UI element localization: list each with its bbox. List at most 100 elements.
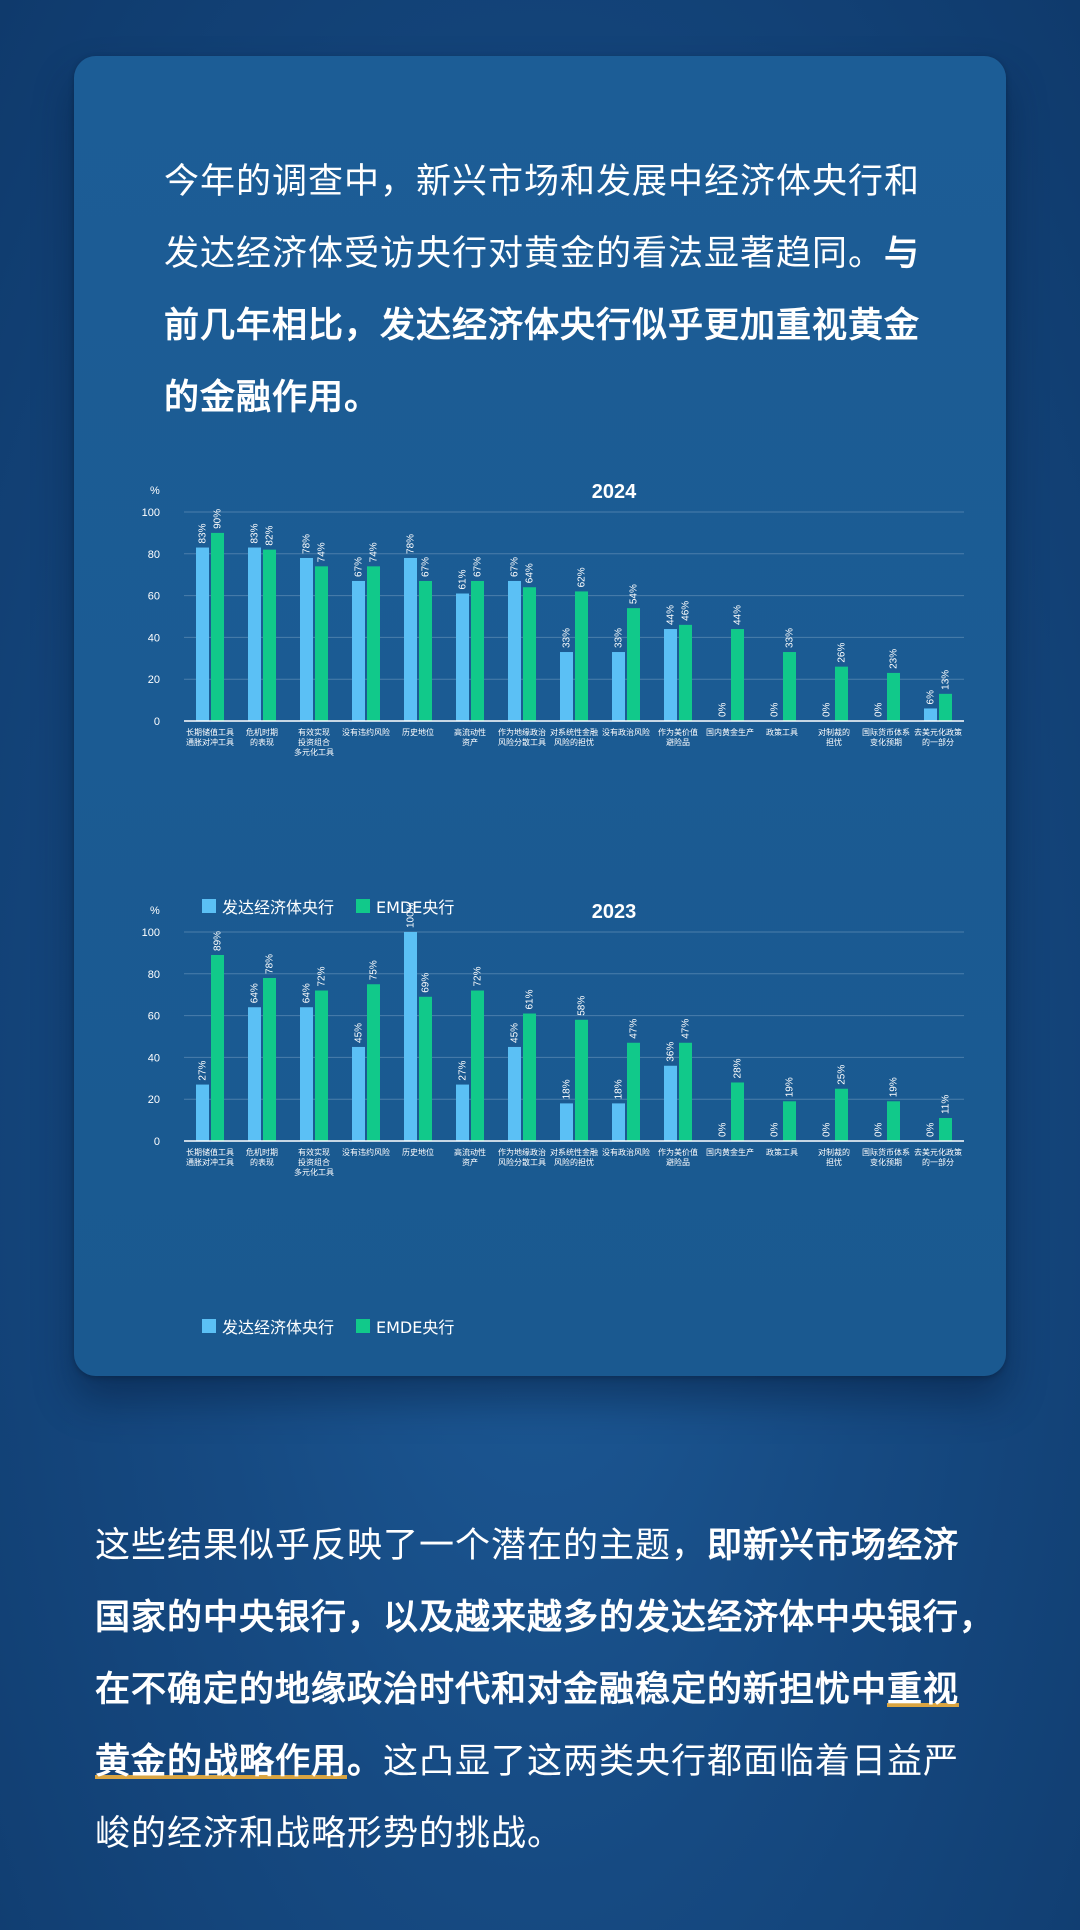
- data-label: 0%: [822, 1122, 833, 1137]
- data-label: 45%: [510, 1023, 521, 1043]
- data-label: 64%: [525, 563, 536, 583]
- outro-bold-end: 。: [347, 1742, 384, 1782]
- bar-advanced: [924, 708, 937, 721]
- category-label: 变化预期: [870, 1157, 902, 1167]
- data-label: 89%: [213, 931, 224, 951]
- category-label: 有效实现: [298, 1147, 330, 1157]
- chart-2023-legend: 发达经济体央行 EMDE央行: [202, 1314, 466, 1338]
- bar-advanced: [664, 629, 677, 721]
- category-label: 避险品: [666, 737, 690, 747]
- y-tick-label: 80: [148, 969, 160, 981]
- bar-emde: [627, 608, 640, 721]
- bar-emde: [315, 990, 328, 1141]
- bar-emde: [783, 1101, 796, 1141]
- category-label: 的表现: [250, 1157, 274, 1167]
- data-label: 44%: [666, 605, 677, 625]
- bar-advanced: [300, 1007, 313, 1141]
- category-label: 去美元化政策: [914, 727, 962, 737]
- data-label: 26%: [837, 643, 848, 663]
- category-label: 多元化工具: [294, 747, 334, 757]
- data-label: 0%: [822, 702, 833, 717]
- data-label: 0%: [718, 1122, 729, 1137]
- bar-advanced: [248, 547, 261, 721]
- category-label: 历史地位: [402, 1147, 434, 1157]
- category-label: 有效实现: [298, 727, 330, 737]
- legend-label-advanced: 发达经济体央行: [222, 1318, 335, 1337]
- category-label: 历史地位: [402, 727, 434, 737]
- bar-advanced: [508, 580, 521, 721]
- bar-advanced: [664, 1065, 677, 1141]
- category-label: 危机时期: [246, 727, 278, 737]
- data-label: 0%: [874, 702, 885, 717]
- data-label: 0%: [718, 702, 729, 717]
- bar-emde: [939, 1118, 952, 1141]
- data-label: 64%: [250, 983, 261, 1003]
- chart-title: 2023: [592, 901, 637, 923]
- data-label: 78%: [302, 534, 313, 554]
- data-label: 23%: [889, 649, 900, 669]
- bar-emde: [211, 954, 224, 1141]
- legend-label-advanced: 发达经济体央行: [222, 898, 335, 917]
- category-label: 担忧: [826, 1157, 842, 1167]
- y-tick-label: 0: [154, 716, 160, 728]
- category-label: 政策工具: [766, 1147, 798, 1157]
- legend-swatch-emde: [356, 1319, 371, 1333]
- bar-emde: [471, 580, 484, 721]
- y-tick-label: 60: [148, 591, 160, 603]
- bar-emde: [627, 1042, 640, 1141]
- data-label: 83%: [198, 523, 209, 543]
- data-label: 75%: [369, 960, 380, 980]
- bar-emde: [263, 549, 276, 721]
- bar-advanced: [456, 1084, 469, 1141]
- bar-emde: [731, 629, 744, 721]
- legend-swatch-emde: [356, 899, 371, 913]
- bar-emde: [367, 566, 380, 721]
- data-label: 0%: [874, 1122, 885, 1137]
- legend-item-advanced: 发达经济体央行: [202, 894, 334, 918]
- outro-text-1: 这些结果似乎反映了一个潜在的主题，: [95, 1526, 708, 1566]
- category-label: 没有政治风险: [602, 1147, 650, 1157]
- data-label: 19%: [889, 1077, 900, 1097]
- data-label: 13%: [941, 670, 952, 690]
- bar-advanced: [404, 557, 417, 721]
- bar-emde: [419, 580, 432, 721]
- bar-emde: [887, 1101, 900, 1141]
- data-label: 83%: [250, 523, 261, 543]
- data-label: 67%: [354, 557, 365, 577]
- category-label: 没有违约风险: [342, 1147, 390, 1157]
- category-label: 对系统性金融: [550, 727, 598, 737]
- data-label: 19%: [785, 1077, 796, 1097]
- bar-advanced: [248, 1007, 261, 1141]
- y-tick-label: 20: [148, 674, 160, 686]
- category-label: 风险的担忧: [554, 1157, 594, 1167]
- data-label: 46%: [681, 601, 692, 621]
- category-label: 作为美价值: [658, 727, 698, 737]
- outro-bold-text: 即新兴市场经济国家的中央银行，以及越来越多的发达经济体中央银行，在不确定的地缘政…: [95, 1526, 996, 1710]
- chart-2023-svg: 2023% 0 20 40 60 80 100 27% 64% 64% 45% 100% 27% 45% 1…: [142, 901, 964, 1177]
- bar-emde: [679, 624, 692, 721]
- data-label: 0%: [770, 1122, 781, 1137]
- bar-advanced: [352, 1046, 365, 1141]
- legend-item-emde: EMDE央行: [356, 1314, 454, 1338]
- category-label: 国内黄金生产: [706, 1147, 754, 1157]
- data-label: 45%: [354, 1023, 365, 1043]
- bar-advanced: [560, 1103, 573, 1141]
- category-label: 投资组合: [298, 737, 330, 747]
- bar-advanced: [456, 593, 469, 721]
- data-label: 33%: [614, 628, 625, 648]
- category-label: 政策工具: [766, 727, 798, 737]
- y-tick-label: 100: [142, 927, 160, 939]
- outro-paragraph: 这些结果似乎反映了一个潜在的主题，即新兴市场经济国家的中央银行，以及越来越多的发…: [95, 1510, 995, 1870]
- category-label: 国际货币体系: [862, 727, 910, 737]
- category-label: 通胀对冲工具: [186, 1157, 234, 1167]
- category-label: 风险的担忧: [554, 737, 594, 747]
- category-label: 对制裁的: [818, 727, 850, 737]
- category-label: 资产: [462, 737, 478, 747]
- data-label: 67%: [421, 557, 432, 577]
- category-label: 的一部分: [922, 1157, 954, 1167]
- bar-emde: [263, 977, 276, 1141]
- data-label: 67%: [473, 557, 484, 577]
- category-label: 对制裁的: [818, 1147, 850, 1157]
- bar-advanced: [612, 1103, 625, 1141]
- bar-emde: [471, 990, 484, 1141]
